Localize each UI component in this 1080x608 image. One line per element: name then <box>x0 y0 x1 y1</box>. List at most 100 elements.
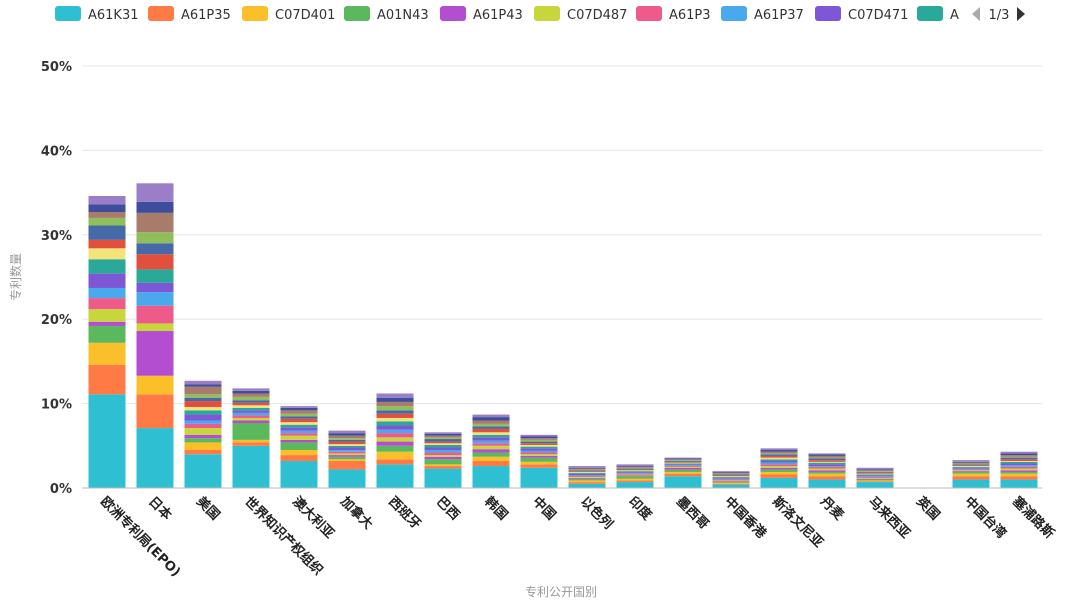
bar-segment[interactable] <box>232 442 270 446</box>
bar-segment[interactable] <box>616 466 654 467</box>
bar-segment[interactable] <box>472 452 510 457</box>
bar-segment[interactable] <box>664 458 702 460</box>
bar-segment[interactable] <box>184 380 222 385</box>
bar-segment[interactable] <box>856 471 894 473</box>
bar-segment[interactable] <box>88 195 126 205</box>
bar-stack[interactable] <box>808 453 846 488</box>
bar-segment[interactable] <box>712 475 750 477</box>
bar-segment[interactable] <box>520 452 558 455</box>
bar-segment[interactable] <box>280 427 318 431</box>
bar-segment[interactable] <box>136 201 174 213</box>
bar-segment[interactable] <box>808 468 846 471</box>
bar-segment[interactable] <box>472 428 510 433</box>
bar-segment[interactable] <box>280 418 318 423</box>
bar-segment[interactable] <box>952 467 990 469</box>
bar-stack[interactable] <box>136 183 174 488</box>
legend-item[interactable]: C07D487 <box>534 6 627 23</box>
bar-segment[interactable] <box>136 331 174 376</box>
bar-segment[interactable] <box>808 466 846 467</box>
bar-segment[interactable] <box>616 470 654 472</box>
bar-segment[interactable] <box>280 407 318 411</box>
bar-segment[interactable] <box>232 388 270 391</box>
bar-segment[interactable] <box>136 292 174 306</box>
bar-segment[interactable] <box>184 450 222 455</box>
bar-segment[interactable] <box>712 472 750 474</box>
bar-segment[interactable] <box>280 413 318 417</box>
bar-segment[interactable] <box>760 455 798 458</box>
bar-segment[interactable] <box>856 473 894 475</box>
bar-segment[interactable] <box>568 480 606 483</box>
bar-segment[interactable] <box>664 460 702 461</box>
bar-segment[interactable] <box>472 434 510 438</box>
bar-segment[interactable] <box>328 469 366 488</box>
bar-segment[interactable] <box>616 464 654 467</box>
bar-segment[interactable] <box>472 414 510 418</box>
bar-segment[interactable] <box>568 468 606 470</box>
bar-segment[interactable] <box>568 471 606 472</box>
bar-segment[interactable] <box>808 454 846 456</box>
bar-segment[interactable] <box>424 441 462 444</box>
legend-item[interactable]: A61K31 <box>55 6 139 23</box>
bar-segment[interactable] <box>712 478 750 480</box>
bar-segment[interactable] <box>568 470 606 472</box>
bar-segment[interactable] <box>568 471 606 473</box>
bar-segment[interactable] <box>760 451 798 454</box>
bar-segment[interactable] <box>712 477 750 478</box>
bar-segment[interactable] <box>424 455 462 457</box>
bar-segment[interactable] <box>568 478 606 481</box>
bar-segment[interactable] <box>472 466 510 488</box>
bar-segment[interactable] <box>376 421 414 426</box>
bar-segment[interactable] <box>232 412 270 416</box>
bar-segment[interactable] <box>568 482 606 484</box>
bar-segment[interactable] <box>328 444 366 446</box>
bar-segment[interactable] <box>184 454 222 488</box>
bar-segment[interactable] <box>136 375 174 395</box>
bar-segment[interactable] <box>760 466 798 468</box>
bar-segment[interactable] <box>424 435 462 438</box>
bar-segment[interactable] <box>328 445 366 448</box>
bar-segment[interactable] <box>1000 471 1038 474</box>
bar-segment[interactable] <box>952 471 990 474</box>
bar-segment[interactable] <box>664 465 702 467</box>
bar-segment[interactable] <box>280 406 318 408</box>
bar-segment[interactable] <box>184 414 222 421</box>
bar-segment[interactable] <box>88 248 126 260</box>
bar-segment[interactable] <box>280 442 318 451</box>
bar-segment[interactable] <box>232 393 270 397</box>
bar-segment[interactable] <box>424 447 462 451</box>
bar-segment[interactable] <box>280 422 318 425</box>
bar-segment[interactable] <box>760 469 798 472</box>
bar-segment[interactable] <box>856 475 894 477</box>
bar-segment[interactable] <box>88 204 126 213</box>
bar-segment[interactable] <box>664 466 702 468</box>
bar-segment[interactable] <box>328 447 366 451</box>
bar-segment[interactable] <box>616 478 654 481</box>
bar-segment[interactable] <box>712 477 750 479</box>
bar-segment[interactable] <box>616 471 654 472</box>
bar-segment[interactable] <box>664 471 702 474</box>
bar-segment[interactable] <box>472 460 510 467</box>
bar-segment[interactable] <box>280 435 318 440</box>
bar-segment[interactable] <box>520 436 558 439</box>
legend-prev-arrow-icon[interactable] <box>972 7 980 21</box>
bar-segment[interactable] <box>760 471 798 475</box>
bar-segment[interactable] <box>952 468 990 470</box>
bar-segment[interactable] <box>520 461 558 465</box>
bar-segment[interactable] <box>88 394 126 488</box>
bar-segment[interactable] <box>808 455 846 458</box>
bar-segment[interactable] <box>280 455 318 461</box>
bar-segment[interactable] <box>664 463 702 465</box>
bar-segment[interactable] <box>1000 461 1038 464</box>
bar-segment[interactable] <box>1000 463 1038 466</box>
bar-segment[interactable] <box>712 474 750 476</box>
bar-segment[interactable] <box>376 441 414 446</box>
bar-segment[interactable] <box>952 479 990 488</box>
bar-segment[interactable] <box>616 469 654 471</box>
bar-segment[interactable] <box>712 480 750 482</box>
bar-segment[interactable] <box>1000 453 1038 456</box>
bar-segment[interactable] <box>88 273 126 288</box>
bar-segment[interactable] <box>1000 451 1038 454</box>
bar-segment[interactable] <box>1000 479 1038 488</box>
bar-stack[interactable] <box>232 388 270 488</box>
bar-segment[interactable] <box>952 464 990 466</box>
